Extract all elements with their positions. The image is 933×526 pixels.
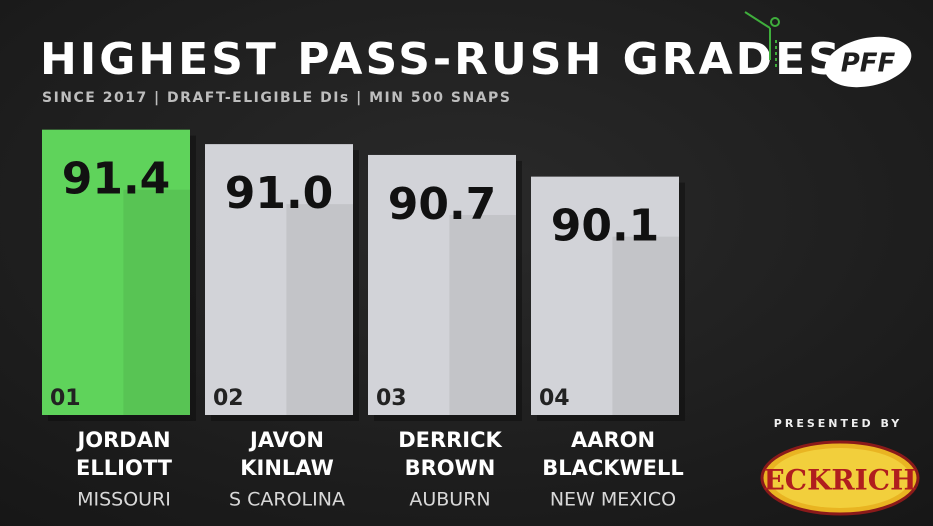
- rank-label: 01: [50, 386, 81, 411]
- logo: PFF: [824, 36, 912, 88]
- sponsor-text: ECKRICH: [763, 464, 916, 497]
- last-name: ELLIOTT: [76, 456, 173, 480]
- school: AUBURN: [409, 489, 490, 511]
- chart-subtitle: SINCE 2017 | DRAFT-ELIGIBLE DIs | MIN 50…: [42, 90, 511, 106]
- last-name: BROWN: [405, 456, 496, 480]
- field-icon: [744, 11, 780, 70]
- bar: [205, 144, 353, 415]
- logo-text: PFF: [841, 49, 896, 79]
- value-label: 91.0: [225, 168, 334, 219]
- first-name: DERRICK: [398, 428, 502, 452]
- school: S CAROLINA: [229, 489, 345, 511]
- bar: [368, 154, 516, 415]
- rank-label: 02: [213, 386, 244, 411]
- value-label: 90.1: [551, 201, 660, 252]
- first-name: AARON: [571, 428, 655, 452]
- school: MISSOURI: [77, 489, 171, 511]
- first-name: JAVON: [248, 428, 324, 452]
- last-name: BLACKWELL: [542, 456, 684, 480]
- value-label: 91.4: [62, 154, 171, 205]
- chart-title: HIGHEST PASS-RUSH GRADES: [40, 34, 843, 85]
- value-label: 90.7: [388, 179, 497, 230]
- school: NEW MEXICO: [550, 489, 676, 511]
- last-name: KINLAW: [240, 456, 334, 480]
- rank-label: 03: [376, 386, 407, 411]
- first-name: JORDAN: [75, 428, 170, 452]
- bar-side: [612, 236, 679, 415]
- bar: [531, 176, 679, 415]
- bar-side: [123, 189, 190, 415]
- bar: [42, 129, 190, 415]
- bar-side: [449, 214, 516, 415]
- bar-side: [286, 204, 353, 415]
- rank-label: 04: [539, 386, 570, 411]
- sponsor-caption: PRESENTED BY: [774, 417, 902, 430]
- sponsor-logo: ECKRICH: [760, 440, 920, 516]
